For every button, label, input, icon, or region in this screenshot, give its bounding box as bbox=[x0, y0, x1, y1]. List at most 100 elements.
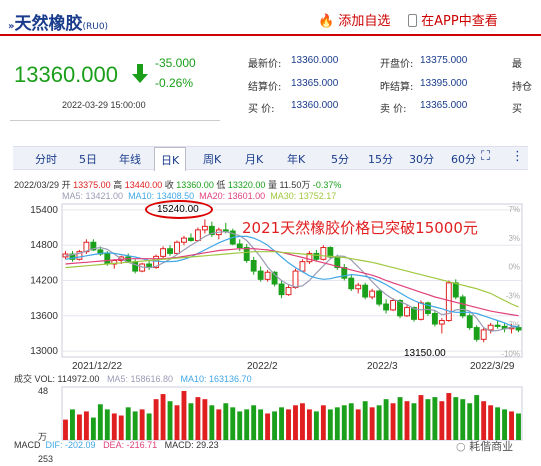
volume-bar bbox=[341, 405, 347, 440]
vol-ma10: MA10: 163136.70 bbox=[180, 374, 252, 384]
candle-body bbox=[466, 315, 473, 329]
legend-ma20: MA20: 13601.00 bbox=[199, 191, 266, 201]
macd-info-line: MACD DIF: -202.09 DEA: -216.71 MACD: 29.… bbox=[14, 440, 219, 450]
y-tick-label: 13600 bbox=[30, 311, 58, 322]
info-low: 13320.00 bbox=[227, 180, 266, 190]
more-options-icon[interactable]: ⋮ bbox=[511, 149, 524, 164]
volume-bar bbox=[104, 409, 110, 440]
info-vol-label: 量 bbox=[267, 180, 277, 190]
candle-body bbox=[167, 248, 173, 254]
volume-bar bbox=[237, 411, 243, 440]
header-bar bbox=[0, 0, 541, 36]
candle-body bbox=[208, 225, 215, 236]
tab-30min[interactable]: 30分 bbox=[409, 153, 434, 166]
candle-body bbox=[459, 296, 466, 317]
tab-60min[interactable]: 60分 bbox=[451, 153, 476, 166]
price-change-pct: -0.26% bbox=[155, 76, 194, 90]
pct-tick-label: -7% bbox=[506, 320, 520, 329]
candle-body bbox=[271, 271, 278, 285]
volume-bar bbox=[146, 413, 152, 440]
volume-bar bbox=[425, 399, 431, 440]
volume-bar bbox=[474, 395, 480, 440]
view-in-app-button[interactable]: 在APP中查看 bbox=[408, 10, 498, 29]
volume-bar bbox=[453, 397, 459, 440]
candle-body bbox=[327, 247, 334, 258]
vol-ma5: MA5: 158616.80 bbox=[106, 374, 173, 384]
candle-body bbox=[222, 229, 229, 232]
candle-body bbox=[438, 320, 445, 325]
kline-chart[interactable]: 15400 14800 14200 13600 13000 7% 3% 0% -3% -7% -10… bbox=[0, 172, 541, 466]
field-label-bid: 买 价: bbox=[248, 104, 275, 115]
x-tick-label: 2022/3/29 bbox=[470, 361, 515, 372]
flame-icon: 🔥 bbox=[318, 14, 335, 29]
low-price-label: 13150.00 bbox=[404, 348, 446, 359]
candle-body bbox=[313, 252, 320, 260]
watermark: ○ 耗偕商业 bbox=[456, 438, 513, 454]
volume-bar bbox=[488, 405, 494, 440]
macd-dea: DEA: -216.71 bbox=[103, 440, 158, 450]
volume-bar bbox=[202, 399, 208, 440]
field-value-bid: 13360.000 bbox=[291, 100, 339, 111]
candle-body bbox=[188, 237, 194, 241]
x-tick-label: 2022/3 bbox=[367, 361, 398, 372]
candle-body bbox=[299, 261, 306, 272]
tab-weekly-k[interactable]: 周K bbox=[203, 153, 222, 166]
instrument-title: »天然橡胶(RU0) bbox=[8, 14, 109, 34]
info-open: 13375.00 bbox=[73, 180, 111, 190]
period-tab-bar: 分时 5日 年线 日K 周K 月K 年K 5分 15分 30分 60分 ⛶ ⋮ bbox=[13, 146, 528, 171]
tab-daily-k[interactable]: 日K bbox=[154, 147, 187, 171]
volume-bar bbox=[362, 401, 368, 440]
price-change: -35.000 bbox=[155, 56, 196, 70]
volume-bar bbox=[118, 415, 124, 440]
candle-body bbox=[473, 327, 480, 340]
ma5-line bbox=[65, 231, 519, 332]
macd-value: MACD: 29.23 bbox=[164, 440, 219, 450]
tab-15min[interactable]: 15分 bbox=[368, 153, 393, 166]
tab-timeshare[interactable]: 分时 bbox=[35, 153, 57, 166]
tab-yearline[interactable]: 年线 bbox=[119, 153, 141, 166]
volume-bar bbox=[167, 401, 173, 440]
volume-bar bbox=[327, 409, 333, 440]
fullscreen-icon[interactable]: ⛶ bbox=[481, 149, 491, 164]
volume-bar bbox=[376, 405, 382, 440]
field-label-latest: 最新价: bbox=[248, 59, 282, 70]
x-tick-label: 2022/2 bbox=[247, 361, 278, 372]
candle-body bbox=[355, 284, 362, 290]
info-close: 13360.00 bbox=[176, 180, 214, 190]
candle-body bbox=[104, 253, 111, 265]
volume-bar bbox=[334, 407, 340, 440]
candle-body bbox=[390, 300, 397, 311]
volume-bar bbox=[76, 414, 82, 440]
candle-body bbox=[424, 302, 431, 314]
legend-ma5: MA5: 13421.00 bbox=[62, 191, 124, 201]
legend-ma10: MA10: 13408.50 bbox=[128, 191, 195, 201]
candle-body bbox=[278, 283, 285, 296]
candle-body bbox=[257, 270, 264, 280]
add-favorite-button[interactable]: 🔥 添加自选 bbox=[318, 10, 390, 29]
volume-bar bbox=[230, 407, 236, 440]
candle-body bbox=[160, 248, 167, 257]
volume-bar bbox=[404, 401, 410, 440]
pct-tick-label: -10% bbox=[501, 349, 520, 358]
candle-body bbox=[369, 290, 376, 298]
ohlc-info-line: 2022/03/29 开 13375.00 高 13440.00 收 13360… bbox=[14, 178, 341, 191]
y-tick-label: 14800 bbox=[30, 240, 58, 251]
tab-monthly-k[interactable]: 月K bbox=[245, 153, 264, 166]
volume-bar bbox=[83, 411, 89, 440]
volume-bar bbox=[153, 399, 159, 440]
macd-dif: DIF: -202.09 bbox=[45, 440, 96, 450]
x-tick-label: 2021/12/22 bbox=[72, 361, 122, 372]
volume-bar bbox=[313, 411, 319, 440]
y-tick-label: 14200 bbox=[30, 276, 58, 287]
volume-info-line: 成交 VOL: 114972.00 MA5: 158616.80 MA10: 1… bbox=[14, 372, 252, 385]
volume-bar bbox=[90, 417, 96, 440]
tab-5min[interactable]: 5分 bbox=[331, 153, 349, 166]
field-label-open-interest: 持仓 bbox=[512, 82, 532, 93]
tab-yearly-k[interactable]: 年K bbox=[287, 153, 306, 166]
field-value-ask: 13365.000 bbox=[420, 100, 468, 111]
volume-bar bbox=[460, 399, 466, 440]
candle-body bbox=[376, 290, 383, 305]
tab-5day[interactable]: 5日 bbox=[79, 153, 97, 166]
volume-bar bbox=[244, 409, 250, 440]
instrument-name: 天然橡胶 bbox=[14, 14, 83, 34]
